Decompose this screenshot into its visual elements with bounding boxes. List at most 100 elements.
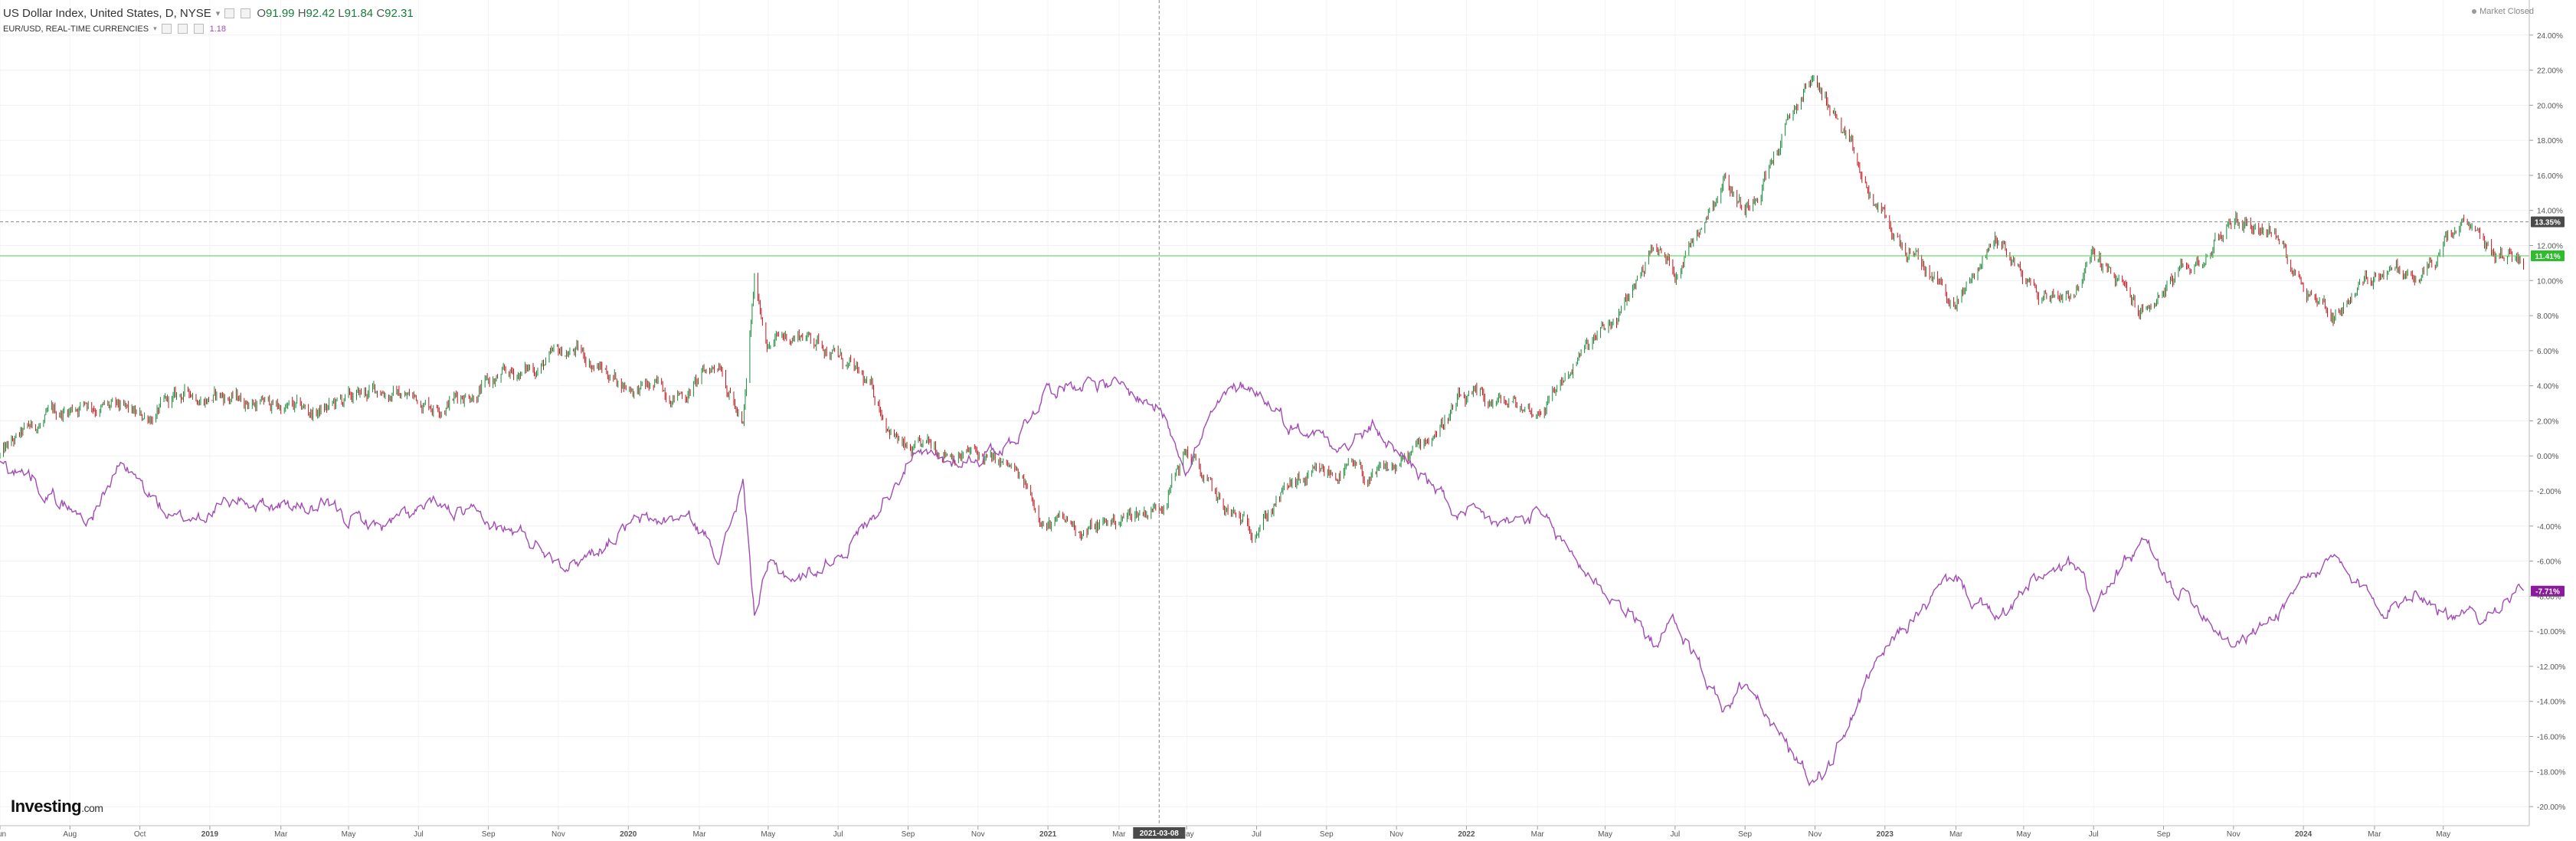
x-tick-label: 2021 [1039,830,1057,839]
eurusd-last-badge-bg [2531,585,2565,597]
main-series-title[interactable]: US Dollar Index, United States, D, NYSE [3,7,211,20]
x-tick-label: Mar [274,830,288,839]
x-tick-label: Jul [833,830,843,839]
open-label: O [257,7,266,20]
investing-logo: Investing.com [11,797,103,816]
eye-icon[interactable] [161,24,172,34]
logo-brand: Investing [11,797,82,816]
x-tick-label: Jul [414,830,424,839]
y-tick-label: -6.00% [2537,558,2561,567]
series-layer [0,75,2525,787]
ohlc-values: O91.99 H92.42 L91.84 C92.31 [257,7,413,20]
x-tick-label: Jul [1670,830,1680,839]
x-tick-label: Nov [552,830,565,839]
x-tick-label: Oct [134,830,146,839]
x-tick-label: May [2016,830,2031,839]
y-tick-label: 4.00% [2537,383,2558,391]
y-tick-label: 20.00% [2537,102,2563,110]
x-tick-label: Mar [1949,830,1963,839]
x-tick-label: Nov [2227,830,2240,839]
x-tick-label: May [342,830,356,839]
y-tick-label: 12.00% [2537,243,2563,251]
dropdown-caret-icon[interactable]: ▾ [153,25,157,32]
logo-suffix: .com [81,802,103,814]
x-tick-label: 2024 [2295,830,2313,839]
x-tick-label: Jun [0,830,6,839]
y-tick-label: 24.00% [2537,32,2563,41]
crosshair-price-badge-bg [2531,216,2565,227]
y-tick-label: -20.00% [2537,803,2565,812]
y-tick-label: -12.00% [2537,663,2565,672]
x-tick-label: Sep [1320,830,1334,839]
settings-icon[interactable] [177,24,188,34]
market-status: Market Closed [2472,7,2534,16]
high-value: 92.42 [306,7,336,20]
y-tick-label: -2.00% [2537,488,2561,496]
y-tick-label: 6.00% [2537,348,2558,356]
x-tick-label: Mar [1531,830,1545,839]
crosshair-price-badge: 13.35% [2535,219,2561,227]
x-tick-label: May [761,830,775,839]
x-tick-label: Sep [1738,830,1752,839]
x-tick-label: Aug [63,830,77,839]
open-value: 91.99 [265,7,295,20]
x-tick-label: Jul [1252,830,1262,839]
x-tick-label: Nov [1389,830,1403,839]
dxy-candles[interactable] [0,75,2525,543]
eurusd-last-badge: -7.71% [2535,588,2560,597]
y-tick-label: 14.00% [2537,208,2563,216]
close-icon[interactable] [193,24,204,34]
grid [0,0,2529,824]
eurusd-line[interactable] [0,376,2525,787]
y-tick-label: 0.00% [2537,453,2558,461]
main-series-legend[interactable]: US Dollar Index, United States, D, NYSE … [3,7,414,20]
x-tick-label: Nov [971,830,985,839]
x-tick-label: Jul [2089,830,2099,839]
x-tick-label: May [1180,830,1194,839]
dxy-last-badge-bg [2531,250,2565,262]
x-tick-label: May [1598,830,1612,839]
dropdown-caret-icon[interactable]: ▾ [215,9,221,18]
x-tick-label: May [2436,830,2450,839]
dxy-last-badge: 11.41% [2535,253,2560,261]
y-tick-label: 2.00% [2537,417,2558,426]
low-value: 91.84 [344,7,374,20]
close-value: 92.31 [385,7,414,20]
x-tick-label: 2023 [1877,830,1894,839]
y-tick-label: -14.00% [2537,699,2565,707]
close-label: C [376,7,385,20]
x-tick-label: 2019 [201,830,219,839]
compare-series-value: 1.18 [209,24,227,34]
compare-series-legend[interactable]: EUR/USD, REAL-TIME CURRENCIES ▾ 1.18 [3,24,226,34]
y-tick-label: 22.00% [2537,67,2563,76]
close-icon[interactable] [241,8,251,18]
x-tick-label: Nov [1808,830,1822,839]
x-tick-label: Mar [1112,830,1126,839]
x-tick-label: Sep [2157,830,2171,839]
crosshair-date-badge-bg [1133,827,1186,839]
x-tick-label: 2022 [1458,830,1475,839]
y-tick-label: -18.00% [2537,768,2565,777]
compare-series-title[interactable]: EUR/USD, REAL-TIME CURRENCIES [3,24,149,34]
y-tick-label: 8.00% [2537,313,2558,321]
x-tick-label: Mar [2368,830,2381,839]
x-tick-label: Sep [482,830,496,839]
market-status-text: Market Closed [2479,7,2534,16]
y-tick-label: -4.00% [2537,523,2561,532]
y-tick-label: 18.00% [2537,137,2563,146]
high-label: H [297,7,306,20]
x-tick-label: Mar [692,830,706,839]
crosshair-date-badge: 2021-03-08 [1140,830,1180,838]
y-tick-label: 10.00% [2537,277,2563,286]
x-tick-label: 2020 [620,830,637,839]
low-label: L [338,7,345,20]
y-tick-label: -16.00% [2537,734,2565,742]
y-tick-label: -8.00% [2537,593,2561,601]
y-tick-label: -10.00% [2537,628,2565,636]
status-dot-icon [2472,9,2477,15]
settings-icon[interactable] [224,8,235,18]
y-tick-label: 16.00% [2537,172,2563,181]
